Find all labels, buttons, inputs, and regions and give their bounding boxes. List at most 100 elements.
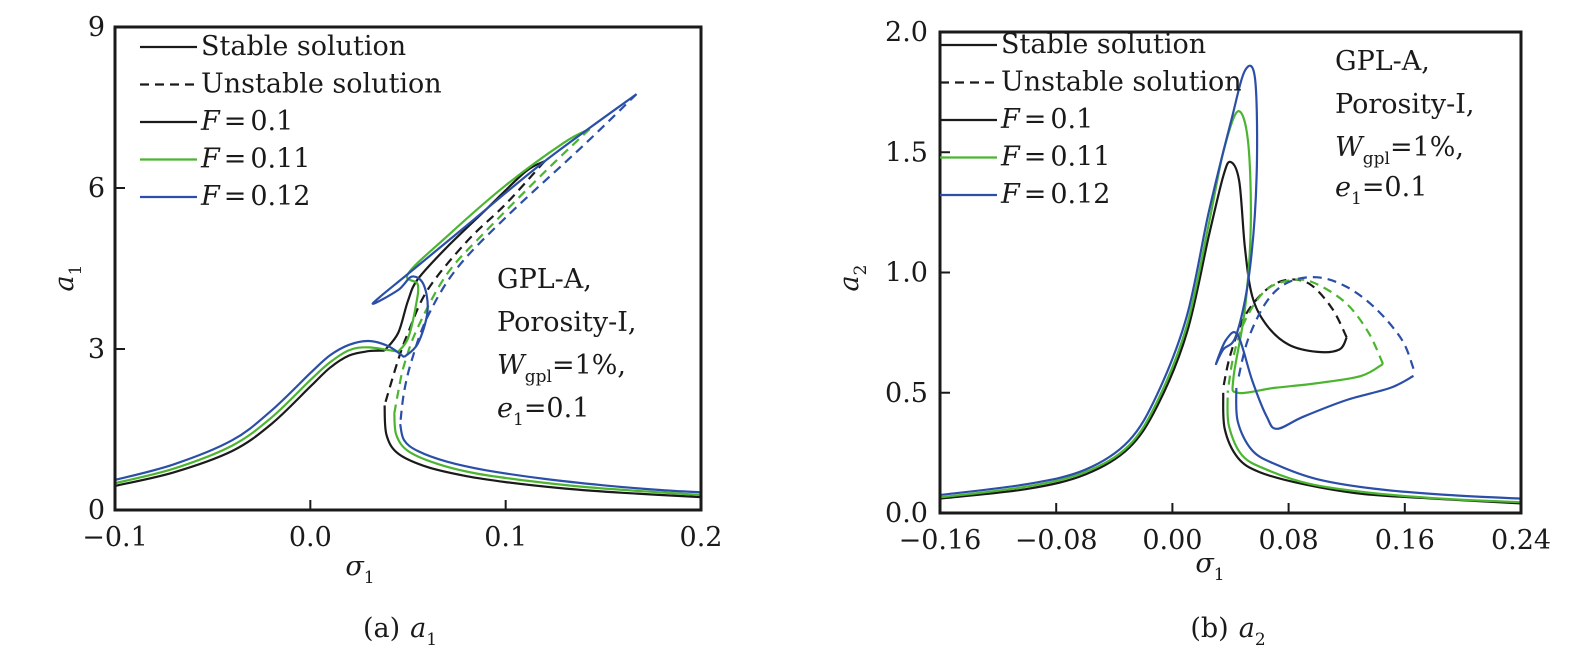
plot-a: −0.1 0.0 0.1 0.2 0 3 6 9 Stable solution Unstabl… xyxy=(49,12,722,650)
series-F-0-12-stable_lower xyxy=(114,339,405,481)
annotation-line2: Porosity-I, xyxy=(1335,89,1474,120)
xlabel-sub: 1 xyxy=(1214,565,1225,585)
y-tick-label: 9 xyxy=(88,12,105,43)
e-rest: =0.1 xyxy=(1362,172,1428,203)
series-F-0-12-unstable xyxy=(399,93,638,425)
legend-val: 0.11 xyxy=(1050,142,1110,173)
series-F-0-11-stable_lower xyxy=(114,346,399,485)
legend-var: F xyxy=(200,181,221,212)
w-var: W xyxy=(1335,132,1365,163)
y-tick-label: 6 xyxy=(88,173,105,204)
series-F-0-1-stable_right xyxy=(1222,392,1522,505)
w-rest: =1%, xyxy=(1390,132,1464,163)
x-tick-label: 0.00 xyxy=(1142,525,1202,556)
annotation-line4: e1=0.1 xyxy=(1335,172,1427,209)
legend-var: F xyxy=(200,106,221,137)
x-tick-label: 0.24 xyxy=(1491,525,1551,556)
series-F-0-1-stable_upper xyxy=(383,160,546,352)
ylabel-sub: 2 xyxy=(851,265,871,276)
legend-label: F = 0.12 xyxy=(1000,179,1110,210)
series-F-0-12-stable_main xyxy=(939,64,1415,497)
series-F-0-11-unstable xyxy=(393,128,591,414)
legend-label: Stable solution xyxy=(201,31,406,62)
caption-label: (b) xyxy=(1190,613,1228,644)
xlabel-sym: σ xyxy=(1195,548,1215,579)
legend-val: 0.12 xyxy=(250,181,310,212)
plot-b-xlabel: σ1 xyxy=(1195,548,1224,585)
series-F-0-12-stable_right xyxy=(399,423,702,494)
legend-label: F = 0.12 xyxy=(200,181,310,212)
series-F-0-11-stable_right xyxy=(393,413,702,497)
e-var: e xyxy=(497,393,513,424)
y-tick-label: 0 xyxy=(88,495,105,526)
legend-label: F = 0.11 xyxy=(1000,142,1110,173)
legend-label: Unstable solution xyxy=(201,69,442,100)
caption-var: a xyxy=(1239,613,1255,644)
plot-a-ticks: −0.1 0.0 0.1 0.2 0 3 6 9 xyxy=(82,12,722,553)
plot-b-ylabel: a2 xyxy=(834,265,871,292)
series-F-0-12-unstable xyxy=(1236,276,1415,381)
x-tick-label: 0.16 xyxy=(1375,525,1435,556)
plot-a-caption: (a) a1 xyxy=(363,613,437,650)
series-F-0-11-stable_main xyxy=(939,110,1384,499)
y-tick-label: 1.5 xyxy=(885,137,928,168)
legend-val: 0.1 xyxy=(1050,104,1093,135)
annotation-line3: Wgpl=1%, xyxy=(497,350,626,387)
y-tick-label: 3 xyxy=(88,334,105,365)
x-tick-label: −0.16 xyxy=(899,525,982,556)
e-sub: 1 xyxy=(513,410,524,430)
legend-eq: = xyxy=(1024,179,1047,210)
legend-val: 0.1 xyxy=(250,106,293,137)
legend-val: 0.12 xyxy=(1050,179,1110,210)
series-F-0-12-stable_right xyxy=(1235,387,1522,500)
w-sub: gpl xyxy=(1363,149,1390,169)
legend-var: F xyxy=(1000,179,1021,210)
legend-eq: = xyxy=(1024,142,1047,173)
y-tick-label: 2.0 xyxy=(885,17,928,48)
x-tick-label: 0.08 xyxy=(1259,525,1319,556)
legend-var: F xyxy=(1000,104,1021,135)
caption-sub: 2 xyxy=(1255,630,1266,650)
legend-eq: = xyxy=(224,144,247,175)
series-F-0-1-stable_lower xyxy=(114,349,385,487)
annotation-line3: Wgpl=1%, xyxy=(1335,132,1464,169)
plot-b-caption: (b) a2 xyxy=(1190,613,1265,650)
annotation-line4: e1=0.1 xyxy=(497,393,589,430)
w-sub: gpl xyxy=(525,367,552,387)
series-F-0-11-unstable xyxy=(1226,278,1385,393)
legend-eq: = xyxy=(224,181,247,212)
w-rest: =1%, xyxy=(552,350,626,381)
ylabel-sub: 1 xyxy=(66,265,86,276)
xlabel-sym: σ xyxy=(345,551,365,582)
legend-eq: = xyxy=(1024,104,1047,135)
ylabel-sym: a xyxy=(49,275,80,291)
xlabel-sub: 1 xyxy=(364,568,375,588)
plot-a-annotation: GPL-A, Porosity-I, Wgpl=1%, e1=0.1 xyxy=(497,264,636,430)
e-var: e xyxy=(1335,172,1351,203)
legend-label: F = 0.11 xyxy=(200,144,310,175)
caption-sub: 1 xyxy=(426,630,437,650)
plot-b-annotation: GPL-A, Porosity-I, Wgpl=1%, e1=0.1 xyxy=(1335,46,1474,209)
annotation-line1: GPL-A, xyxy=(1335,46,1430,77)
w-var: W xyxy=(497,350,527,381)
series-F-0-1-unstable xyxy=(383,160,546,406)
annotation-line1: GPL-A, xyxy=(497,264,592,295)
annotation-line2: Porosity-I, xyxy=(497,307,636,338)
caption-var: a xyxy=(410,613,426,644)
plot-b: −0.16 −0.08 0.00 0.08 0.16 0.24 0.0 0.5 1.0 1.5 2.… xyxy=(834,17,1551,650)
e-sub: 1 xyxy=(1351,189,1362,209)
legend-label: F = 0.1 xyxy=(200,106,293,137)
x-tick-label: −0.1 xyxy=(82,522,148,553)
plot-b-ticks: −0.16 −0.08 0.00 0.08 0.16 0.24 0.0 0.5 1.0 1.5 2.… xyxy=(885,17,1551,556)
series-F-0-1-unstable xyxy=(1222,278,1348,389)
e-rest: =0.1 xyxy=(524,393,590,424)
y-tick-label: 0.0 xyxy=(885,498,928,529)
plot-a-ylabel: a1 xyxy=(49,265,86,292)
legend-label: F = 0.1 xyxy=(1000,104,1093,135)
series-F-0-1-stable_right xyxy=(383,405,702,499)
plot-a-frame xyxy=(113,25,703,512)
x-tick-label: −0.08 xyxy=(1015,525,1098,556)
